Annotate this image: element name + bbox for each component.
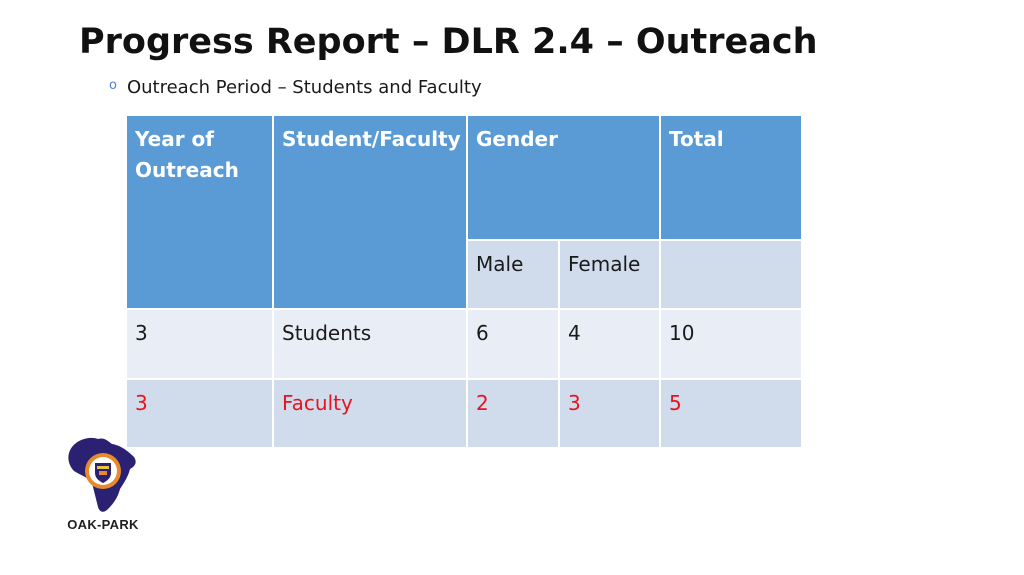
cell-female: 3 <box>558 378 661 449</box>
header-gender: Gender <box>466 114 661 241</box>
cell-type: Students <box>272 308 468 380</box>
header-total-blank <box>659 239 803 310</box>
header-female: Female <box>558 239 661 310</box>
table-row: 3 Faculty 2 3 5 <box>125 378 803 449</box>
outreach-table: Year of Outreach Student/Faculty Gender … <box>125 114 803 449</box>
cell-male: 6 <box>466 308 560 380</box>
cell-year: 3 <box>125 378 274 449</box>
cell-total: 10 <box>659 308 803 380</box>
oak-park-logo: OAK-PARK <box>64 433 142 533</box>
header-student-faculty: Student/Faculty <box>272 114 468 310</box>
africa-map-icon <box>68 437 136 512</box>
table-row: 3 Students 6 4 10 <box>125 308 803 380</box>
cell-female: 4 <box>558 308 661 380</box>
cell-male: 2 <box>466 378 560 449</box>
bullet-item: o Outreach Period – Students and Faculty <box>109 77 482 98</box>
cell-total: 5 <box>659 378 803 449</box>
header-total: Total <box>659 114 803 241</box>
header-male: Male <box>466 239 560 310</box>
bullet-marker: o <box>109 78 117 93</box>
slide-title: Progress Report – DLR 2.4 – Outreach <box>79 22 818 62</box>
bullet-text: Outreach Period – Students and Faculty <box>126 77 482 98</box>
header-year-of-outreach: Year of Outreach <box>125 114 274 310</box>
cell-year: 3 <box>125 308 274 380</box>
cell-type: Faculty <box>272 378 468 449</box>
logo-label: OAK-PARK <box>67 517 139 532</box>
